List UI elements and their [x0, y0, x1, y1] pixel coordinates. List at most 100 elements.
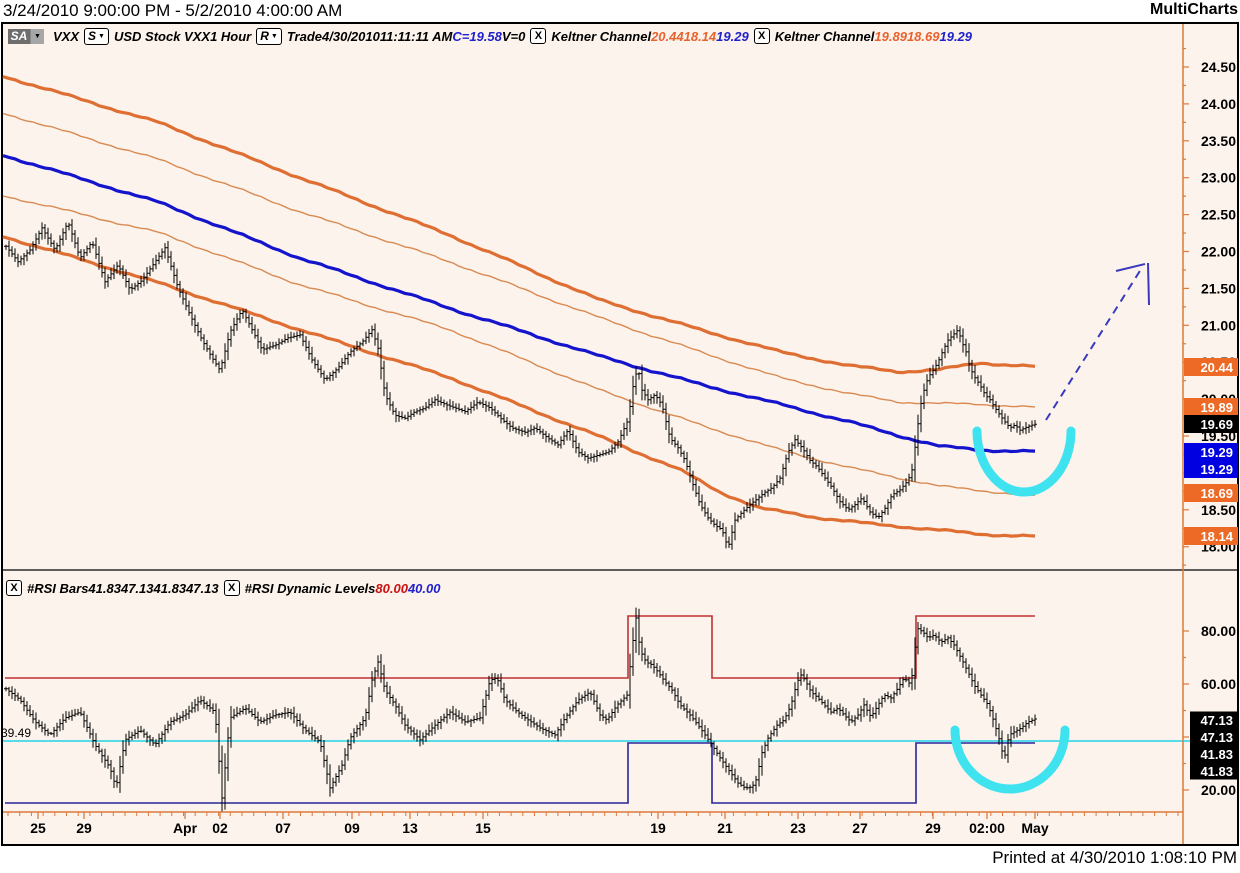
- symbol-label: VXX: [53, 28, 80, 44]
- rsi-axis-badge-label: 47.13: [1200, 713, 1233, 728]
- time-tick-label: 21: [717, 820, 733, 836]
- rsi-level-hot-value: 80.00: [375, 580, 408, 596]
- trade-label: Trade: [286, 28, 323, 44]
- cyan-line-price-label: 39.49: [1, 726, 31, 740]
- time-tick-label: 27: [852, 820, 868, 836]
- rsi-value-4: 47.13: [186, 580, 219, 596]
- indicator2-lower-value: 18.69: [906, 28, 940, 44]
- rsi-tick-label: 60.00: [1201, 676, 1236, 692]
- indicator1-upper-value: 20.44: [651, 28, 684, 44]
- time-axis: 25 29 Apr 02 07 09 13 15 19 21 23 27 29 02:00 May: [3, 811, 1183, 836]
- rsi-bars-name: #RSI Bars: [27, 580, 89, 596]
- rsi-horizontal-line: 39.49: [1, 726, 1190, 742]
- price-axis-badge-label: 19.69: [1200, 417, 1233, 432]
- indicator2-upper-value: 19.89: [874, 28, 907, 44]
- resolution-button[interactable]: R ▼: [256, 27, 282, 45]
- rsi-upper-dynamic-level-line: [5, 615, 1035, 679]
- time-tick-label: 02: [212, 820, 228, 836]
- price-tick-label: 23.00: [1201, 170, 1236, 186]
- rsi-value-2: 47.13: [120, 580, 154, 596]
- trend-arrow-line: [1045, 265, 1144, 421]
- rsi-pane-annotations: [950, 725, 1070, 794]
- rsi-bars: [4, 607, 1037, 813]
- price-axis-badge: [1184, 484, 1238, 502]
- price-axis-badge: [1184, 443, 1238, 461]
- price-axis-badge-label: 19.29: [1200, 445, 1233, 460]
- price-axis-badge-label: 20.44: [1200, 360, 1233, 375]
- rsi-pane-header: X #RSI Bars 41.83 47.13 41.83 47.13 X #R…: [6, 579, 441, 597]
- price-axis-badge-label: 19.29: [1200, 462, 1233, 477]
- rsi-axis-badge: [1190, 728, 1238, 746]
- time-tick-label: 23: [790, 820, 806, 836]
- date-range-label: 3/24/2010 9:00:00 PM - 5/2/2010 4:00:00 …: [3, 1, 343, 20]
- rsi-levels-name: #RSI Dynamic Levels: [244, 580, 376, 596]
- symbol-mode-dropdown-icon[interactable]: ▼: [30, 28, 44, 44]
- time-tick-label: May: [1021, 820, 1048, 836]
- rsi-bars-close-button[interactable]: X: [6, 580, 22, 596]
- trade-date: 4/30/2010: [322, 28, 380, 44]
- rsi-axis-badge-label: 47.13: [1200, 730, 1233, 745]
- time-tick-label: 15: [475, 820, 491, 836]
- price-pane-annotations: [972, 262, 1150, 497]
- time-tick-label: Apr: [173, 820, 198, 836]
- series-interval: 1 Hour: [210, 28, 252, 44]
- chevron-down-icon: ▼: [98, 32, 105, 40]
- indicator2-close-button[interactable]: X: [753, 28, 770, 44]
- price-bars: [4, 219, 1037, 550]
- indicator2-name: Keltner Channel: [774, 28, 875, 44]
- title-bar: 3/24/2010 9:00:00 PM - 5/2/2010 4:00:00 …: [0, 0, 1240, 23]
- indicator1-mid-value: 19.29: [716, 28, 749, 44]
- price-axis-badge: [1184, 358, 1238, 376]
- trade-time: 11:11:11 AM: [379, 28, 453, 44]
- rsi-level-cold-value: 40.00: [407, 580, 441, 596]
- price-pane-header: SA ▼ VXX S ▼ USD Stock VXX 1 Hour R ▼ Trade…: [8, 27, 972, 45]
- price-tick-label: 24.00: [1201, 96, 1236, 112]
- rsi-axis-badge: [1190, 711, 1238, 729]
- rsi-value-1: 41.83: [88, 580, 121, 596]
- chart-frame: [1, 22, 1239, 846]
- symbol-mode-button[interactable]: SA: [8, 28, 30, 44]
- keltner-midline: [2, 154, 1036, 454]
- rsi-axis-badge-label: 41.83: [1200, 764, 1233, 779]
- rsi-axis-badge: [1190, 745, 1238, 763]
- price-axis-badge: [1184, 460, 1238, 478]
- cyan-arc-annotation-rsi: [950, 725, 1070, 794]
- rsi-axis-badge: [1190, 762, 1238, 780]
- price-tick-label: 23.50: [1201, 133, 1236, 149]
- price-tick-label: 21.50: [1201, 280, 1236, 296]
- rsi-dynamic-levels: [5, 615, 1035, 804]
- price-tick-label: 22.50: [1201, 207, 1236, 223]
- time-tick-label: 25: [30, 820, 46, 836]
- keltner-channel-lines: [2, 75, 1036, 538]
- rsi-levels-close-button[interactable]: X: [223, 580, 240, 596]
- rsi-value-3: 41.83: [153, 580, 187, 596]
- time-tick-label: 29: [925, 820, 941, 836]
- indicator1-lower-value: 18.14: [683, 28, 717, 44]
- time-tick-label: 13: [402, 820, 418, 836]
- multicharts-brand: MultiCharts: [1150, 1, 1238, 18]
- price-axis-badge: [1184, 527, 1238, 545]
- trend-arrow-barb: [1115, 263, 1146, 272]
- keltner1-upper-line: [2, 75, 1036, 375]
- keltner2-lower-line: [2, 195, 1036, 497]
- rsi-tick-label: 20.00: [1201, 782, 1236, 798]
- volume-value: V=0: [501, 28, 526, 44]
- cyan-arc-annotation-price: [972, 426, 1076, 497]
- time-tick-label: 02:00: [969, 820, 1005, 836]
- indicator1-close-button[interactable]: X: [530, 28, 547, 44]
- time-tick-label: 29: [76, 820, 92, 836]
- axis-badges: 20.44 19.89 19.69 19.29 19.29 18.69 18.14 47.13…: [1184, 358, 1238, 780]
- price-tick-label: 18.50: [1201, 502, 1236, 518]
- time-tick-label: 07: [275, 820, 291, 836]
- price-tick-label: 24.50: [1201, 59, 1236, 75]
- status-line-button[interactable]: S ▼: [84, 27, 109, 45]
- price-axis-badge-label: 18.14: [1200, 529, 1233, 544]
- trend-arrow-barb: [1147, 262, 1150, 306]
- rsi-lower-dynamic-level-line: [5, 742, 1035, 804]
- keltner2-upper-line: [2, 112, 1036, 408]
- price-axis-badge-label: 18.69: [1200, 486, 1233, 501]
- indicator2-mid-value: 19.29: [939, 28, 973, 44]
- keltner1-lower-line: [2, 235, 1036, 538]
